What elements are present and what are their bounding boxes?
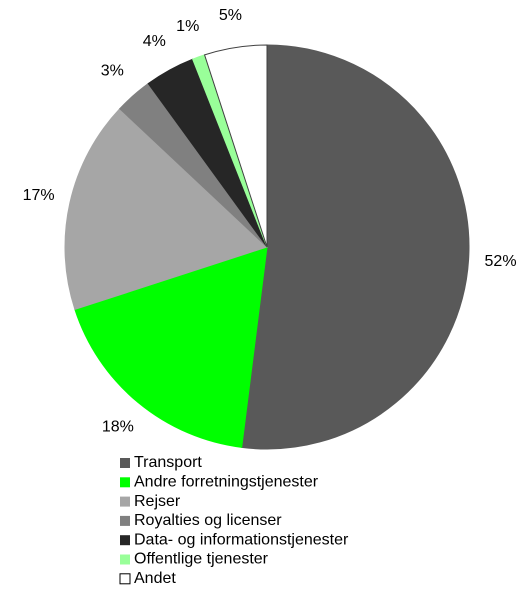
legend-label: Transport — [134, 454, 202, 471]
pie-slice — [64, 108, 268, 311]
legend-swatch — [120, 554, 130, 565]
legend-swatch — [119, 573, 131, 585]
legend-label: Andet — [134, 570, 176, 587]
legend-swatch — [120, 458, 130, 468]
legend-swatch — [120, 477, 130, 488]
data-label: 1% — [176, 18, 199, 35]
data-label: 17% — [23, 187, 55, 204]
data-label: 52% — [485, 253, 517, 270]
pie-slice — [74, 246, 268, 448]
data-label: 5% — [219, 7, 242, 24]
legend-label: Data- og informationstjenester — [134, 531, 349, 548]
pie-slice — [203, 44, 268, 248]
legend-swatch — [120, 496, 130, 507]
data-label: 3% — [101, 63, 124, 80]
data-label: 18% — [102, 419, 134, 436]
pie-slice — [241, 44, 470, 450]
legend-swatch — [120, 535, 130, 546]
legend-label: Royalties og licenser — [134, 512, 282, 529]
legend-label: Offentlige tjenester — [134, 551, 269, 568]
legend-label: Andre forretningstjenester — [134, 474, 319, 491]
data-label: 4% — [143, 33, 166, 50]
legend-label: Rejser — [134, 493, 181, 510]
legend-swatch — [120, 515, 130, 526]
